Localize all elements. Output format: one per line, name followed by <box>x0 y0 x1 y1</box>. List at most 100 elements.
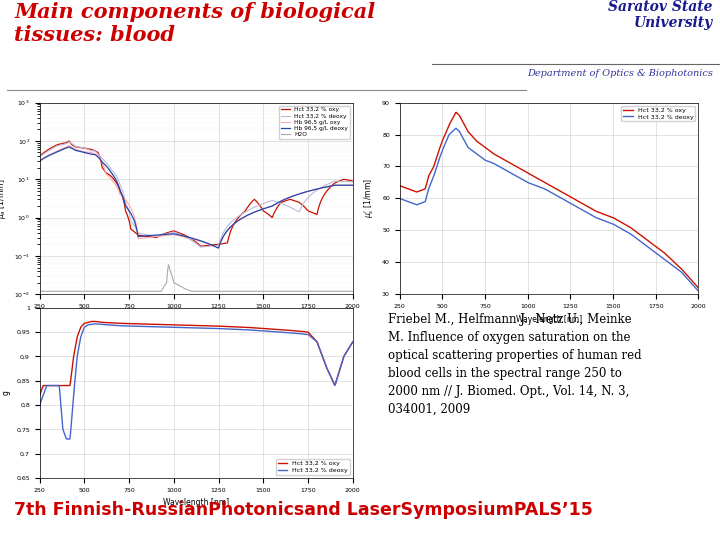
Hb 96,5 g/L deoxy <box>35 158 44 164</box>
Hct 33,2 % oxy <box>413 188 422 195</box>
Hb 96,5 g/L deoxy <box>55 148 63 154</box>
Hct 33,2 % deoxy <box>274 199 282 206</box>
Hct 33,2 % deoxy <box>218 326 227 332</box>
Hct 33,2 % deoxy <box>274 329 282 335</box>
Hct 33,2 % oxy <box>35 392 44 399</box>
Hct 33,2 % deoxy <box>218 232 227 238</box>
Hct 33,2 % oxy <box>586 205 595 211</box>
Hct 33,2 % deoxy <box>65 139 73 145</box>
Hct 33,2 % oxy <box>570 195 578 202</box>
Text: 7th Finnish-RussianPhotonicsand LaserSymposiumPALS’15: 7th Finnish-RussianPhotonicsand LaserSym… <box>14 501 593 519</box>
Legend: Hct 33,2 % oxy, Hct 33,2 % deoxy, Hb 96,5 g/L oxy, Hb 96,5 g/L deoxy, H2O: Hct 33,2 % oxy, Hct 33,2 % deoxy, Hb 96,… <box>279 105 350 139</box>
Hct 33,2 % oxy <box>197 243 205 249</box>
Hct 33,2 % oxy <box>235 324 244 330</box>
Line: Hct 33,2 % deoxy: Hct 33,2 % deoxy <box>400 129 698 291</box>
Hct 33,2 % oxy <box>451 109 460 116</box>
Hct 33,2 % oxy <box>274 203 282 210</box>
H2O <box>164 261 173 268</box>
Hct 33,2 % deoxy <box>694 288 703 294</box>
Hct 33,2 % deoxy <box>235 212 244 219</box>
Hct 33,2 % deoxy <box>55 142 63 149</box>
Line: Hb 96,5 g/L oxy: Hb 96,5 g/L oxy <box>40 146 353 248</box>
Y-axis label: $\mu_s'$ [1/mm]: $\mu_s'$ [1/mm] <box>363 178 377 219</box>
Hb 96,5 g/L oxy <box>306 187 315 194</box>
Hct 33,2 % deoxy <box>413 201 422 207</box>
Hct 33,2 % deoxy <box>577 206 585 213</box>
Legend: Hct 33,2 % oxy, Hct 33,2 % deoxy: Hct 33,2 % oxy, Hct 33,2 % deoxy <box>276 459 350 475</box>
H2O <box>55 288 63 294</box>
Hct 33,2 % deoxy <box>570 202 578 208</box>
X-axis label: Wavelength [nm]: Wavelength [nm] <box>163 498 229 507</box>
Line: Hct 33,2 % oxy: Hct 33,2 % oxy <box>400 112 698 288</box>
Hct 33,2 % deoxy <box>306 333 315 340</box>
Hct 33,2 % deoxy <box>348 339 357 345</box>
Hb 96,5 g/L deoxy <box>306 187 315 194</box>
Hb 96,5 g/L oxy <box>274 199 282 206</box>
Hct 33,2 % oxy <box>218 240 227 247</box>
Hct 33,2 % deoxy <box>451 125 460 132</box>
H2O <box>348 288 357 294</box>
Hb 96,5 g/L deoxy <box>235 217 244 223</box>
Line: Hct 33,2 % deoxy: Hct 33,2 % deoxy <box>40 324 353 439</box>
Hct 33,2 % deoxy <box>235 326 244 333</box>
Hct 33,2 % deoxy <box>653 251 662 257</box>
H2O <box>305 288 314 294</box>
Hb 96,5 g/L deoxy <box>214 245 222 251</box>
Hb 96,5 g/L oxy <box>55 147 63 153</box>
H2O <box>235 288 244 294</box>
Line: Hct 33,2 % oxy: Hct 33,2 % oxy <box>40 141 353 246</box>
Hct 33,2 % oxy <box>694 285 703 291</box>
H2O <box>35 288 44 294</box>
Y-axis label: g: g <box>1 390 11 395</box>
Line: H2O: H2O <box>40 265 353 291</box>
Legend: Hct 33,2 % oxy, Hct 33,2 % deoxy: Hct 33,2 % oxy, Hct 33,2 % deoxy <box>621 106 696 122</box>
Hb 96,5 g/L deoxy <box>274 199 282 206</box>
Hb 96,5 g/L oxy <box>214 245 222 251</box>
Hct 33,2 % oxy <box>35 153 44 159</box>
Hct 33,2 % oxy <box>55 141 63 147</box>
Hct 33,2 % oxy <box>226 323 235 330</box>
Y-axis label: $\mu_a$ [1/mm]: $\mu_a$ [1/mm] <box>0 178 8 219</box>
Hb 96,5 g/L oxy <box>235 217 244 223</box>
Hct 33,2 % oxy <box>235 213 244 219</box>
Hct 33,2 % oxy <box>55 382 63 389</box>
Line: Hct 33,2 % oxy: Hct 33,2 % oxy <box>40 321 353 395</box>
Hct 33,2 % deoxy <box>226 326 235 332</box>
Text: Department of Optics & Biophotonics: Department of Optics & Biophotonics <box>527 69 713 78</box>
Line: Hb 96,5 g/L deoxy: Hb 96,5 g/L deoxy <box>40 147 353 248</box>
Hct 33,2 % deoxy <box>197 244 205 251</box>
Hct 33,2 % oxy <box>348 339 357 345</box>
Text: Friebel M., Helfmann J., Netz U., Meinke
M. Influence of oxygen saturation on th: Friebel M., Helfmann J., Netz U., Meinke… <box>388 313 642 416</box>
Hct 33,2 % oxy <box>348 178 357 184</box>
Hct 33,2 % oxy <box>306 208 315 215</box>
Hb 96,5 g/L oxy <box>218 235 227 242</box>
Hb 96,5 g/L deoxy <box>65 144 73 150</box>
Hct 33,2 % oxy <box>395 183 404 189</box>
Hct 33,2 % oxy <box>217 323 226 329</box>
Hct 33,2 % deoxy <box>306 192 315 199</box>
H2O <box>217 288 226 294</box>
Hct 33,2 % oxy <box>622 222 631 228</box>
Hb 96,5 g/L oxy <box>226 224 235 230</box>
Text: Main components of biological
tissues: blood: Main components of biological tissues: b… <box>14 2 376 45</box>
Line: Hct 33,2 % deoxy: Hct 33,2 % deoxy <box>40 142 353 247</box>
Hct 33,2 % deoxy <box>63 436 71 442</box>
Hct 33,2 % oxy <box>87 318 96 325</box>
H2O <box>226 288 235 294</box>
Hct 33,2 % deoxy <box>91 321 99 327</box>
X-axis label: Wavelength [nm]: Wavelength [nm] <box>163 315 229 323</box>
Hct 33,2 % oxy <box>273 326 282 333</box>
Hct 33,2 % deoxy <box>226 220 235 226</box>
Hb 96,5 g/L deoxy <box>348 182 357 188</box>
Hct 33,2 % deoxy <box>395 195 404 201</box>
Hb 96,5 g/L oxy <box>35 158 44 164</box>
H2O <box>273 288 282 294</box>
X-axis label: Wavelength [nm]: Wavelength [nm] <box>516 315 582 323</box>
Hct 33,2 % oxy <box>226 228 235 235</box>
Hct 33,2 % deoxy <box>35 154 44 160</box>
Hct 33,2 % deoxy <box>348 179 357 185</box>
Hct 33,2 % oxy <box>653 244 662 251</box>
Hct 33,2 % oxy <box>65 138 73 144</box>
Hct 33,2 % deoxy <box>55 382 63 389</box>
Hct 33,2 % deoxy <box>622 228 631 235</box>
